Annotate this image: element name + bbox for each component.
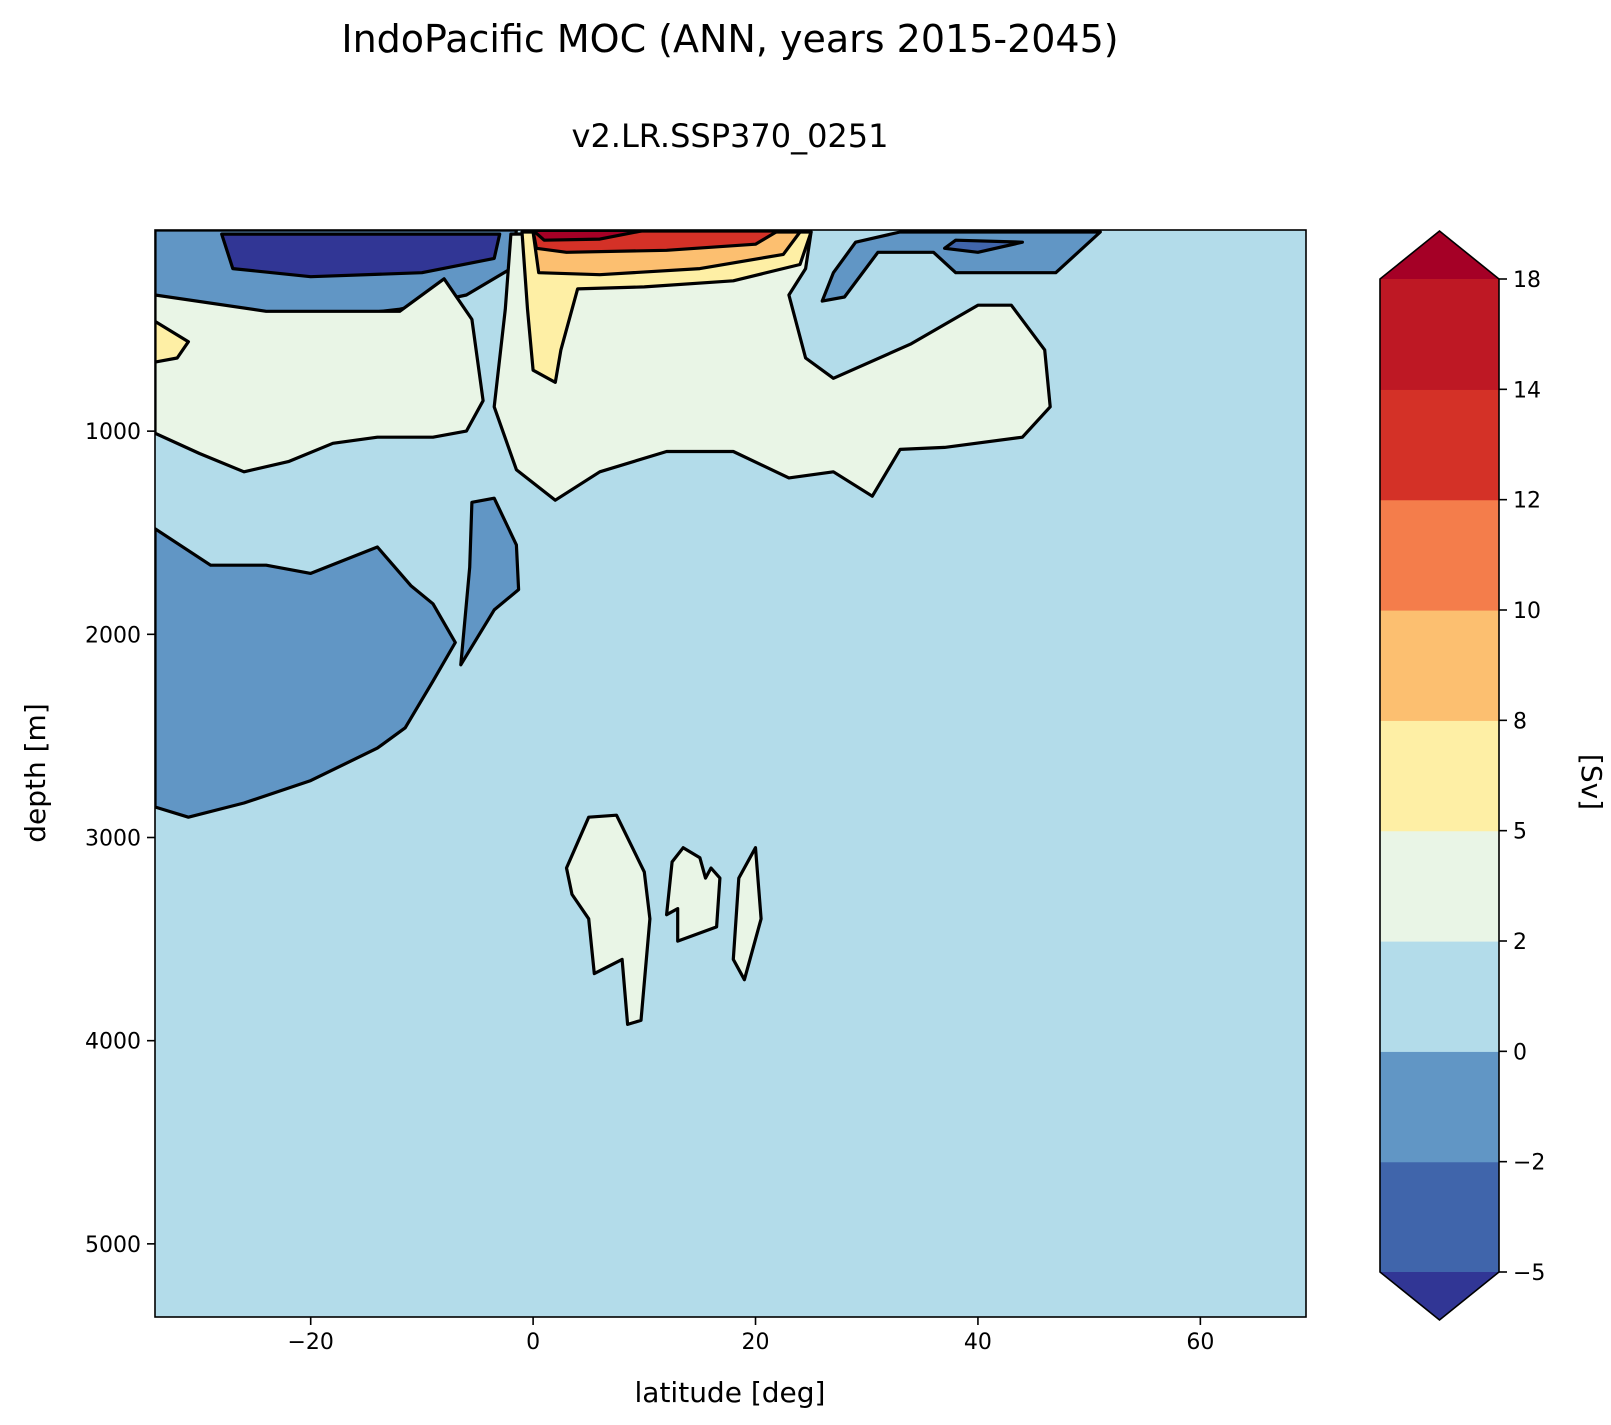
x-axis-label: latitude [deg] xyxy=(635,1376,826,1409)
contour-region-north-surface-negative-core xyxy=(942,238,1025,254)
chart-title: IndoPacific MOC (ANN, years 2015-2045) xyxy=(341,17,1118,61)
y-tick-label: 2000 xyxy=(85,623,141,648)
contour-region-south-intermediate-positive-cell xyxy=(155,277,485,474)
colorbar-segment xyxy=(1380,941,1499,1052)
contour-region-deep-positive-blob-c xyxy=(731,846,763,982)
colorbar-tick-label: 8 xyxy=(1513,709,1527,734)
contour-region-north-positive-cell xyxy=(492,230,1052,502)
colorbar-tick-label: 2 xyxy=(1513,930,1527,955)
colorbar-extend-under xyxy=(1380,1272,1499,1320)
colorbar-tick-label: 18 xyxy=(1513,268,1541,293)
colorbar-extend-over xyxy=(1380,231,1499,279)
contour-region-deep-positive-blob-a xyxy=(564,813,652,1027)
y-tick-label: 4000 xyxy=(85,1030,141,1055)
x-tick-label: −20 xyxy=(287,1330,333,1355)
contour-region-south-surface-strong-negative-core xyxy=(220,232,502,279)
colorbar-tick-label: −2 xyxy=(1513,1151,1545,1176)
colorbar-segment xyxy=(1380,389,1499,501)
y-tick-label: 5000 xyxy=(85,1233,141,1258)
colorbar-tick-label: −5 xyxy=(1513,1261,1545,1286)
contour-regions xyxy=(155,230,1102,1027)
contour-region-south-intermediate-weak-core xyxy=(155,319,190,364)
colorbar-segment xyxy=(1380,1051,1499,1163)
colorbar: −5 −2 0 2 5 8 10 12 14 18 xyxy=(1379,229,1545,1322)
colorbar-segment xyxy=(1380,720,1499,832)
chart-subtitle: v2.LR.SSP370_0251 xyxy=(572,117,889,155)
contour-region-north-surface-negative-cell xyxy=(820,230,1102,303)
colorbar-segment xyxy=(1380,279,1499,390)
colorbar-tick-label: 14 xyxy=(1513,378,1541,403)
x-tick-label: 0 xyxy=(526,1330,540,1355)
x-tick-label: 40 xyxy=(964,1330,992,1355)
colorbar-tick-label: 0 xyxy=(1513,1040,1527,1065)
plot-area: −20 0 20 40 60 1000 2000 3000 4000 5000 xyxy=(85,229,1307,1355)
colorbar-segment xyxy=(1380,1161,1499,1273)
y-axis-label: depth [m] xyxy=(19,703,52,843)
y-tick-label: 1000 xyxy=(85,420,141,445)
colorbar-segment xyxy=(1380,830,1499,942)
y-tick-label: 3000 xyxy=(85,827,141,852)
x-tick-label: 60 xyxy=(1186,1330,1214,1355)
x-axis-ticks: −20 0 20 40 60 xyxy=(287,1317,1214,1355)
y-axis-ticks: 1000 2000 3000 4000 5000 xyxy=(85,420,155,1258)
colorbar-tick-label: 10 xyxy=(1513,599,1541,624)
colorbar-segment xyxy=(1380,610,1499,721)
contour-region-deep-positive-blob-b xyxy=(664,846,722,943)
colorbar-label: [Sv] xyxy=(1575,754,1608,810)
contour-region-south-deep-negative-cell xyxy=(155,527,457,819)
colorbar-tick-label: 5 xyxy=(1513,820,1527,845)
contour-region-equatorial-deep-negative-tongue xyxy=(459,496,521,667)
x-tick-label: 20 xyxy=(742,1330,770,1355)
colorbar-tick-label: 12 xyxy=(1513,489,1541,514)
plot-frame xyxy=(154,229,1307,1318)
colorbar-segment xyxy=(1380,499,1499,611)
